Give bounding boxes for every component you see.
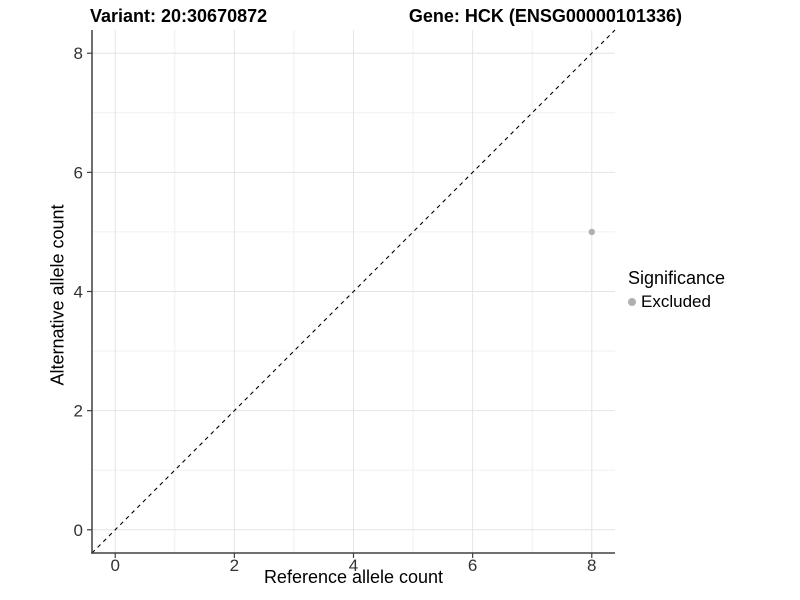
x-tick-label: 6 [468,556,477,575]
y-tick-label: 8 [74,44,83,63]
y-tick-label: 0 [74,521,83,540]
x-tick-label: 8 [587,556,596,575]
plot-title-gene: Gene: HCK (ENSG00000101336) [408,6,682,26]
legend-point-icon [628,298,636,306]
x-tick-label: 2 [230,556,239,575]
plot-title-row: Variant: 20:30670872 Gene: HCK (ENSG0000… [90,6,682,27]
legend-item-label: Excluded [641,292,711,311]
x-axis-title: Reference allele count [263,567,444,587]
y-tick-label: 4 [74,283,83,302]
x-tick-label: 4 [349,556,358,575]
identity-line [91,29,616,554]
legend: Significance Excluded [628,268,725,312]
y-axis-title: Alternative allele count [47,204,68,386]
x-tick-label: 0 [110,556,119,575]
data-point [588,228,595,236]
legend-title: Significance [628,268,726,288]
y-tick-label: 2 [74,402,83,421]
y-tick-label: 6 [74,163,83,182]
legend-item-excluded: Excluded [628,292,725,312]
plot-title-variant: Variant: 20:30670872 [90,6,268,26]
